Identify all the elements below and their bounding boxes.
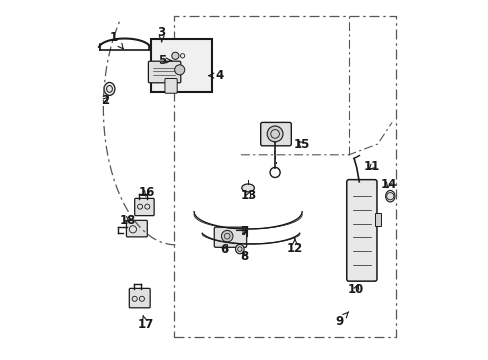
Text: 1: 1	[110, 31, 123, 49]
Ellipse shape	[241, 184, 254, 192]
Circle shape	[221, 230, 232, 242]
Text: 2: 2	[101, 94, 109, 107]
Circle shape	[174, 65, 184, 75]
Text: 3: 3	[157, 26, 165, 42]
Ellipse shape	[385, 190, 394, 202]
Circle shape	[171, 52, 179, 59]
Ellipse shape	[151, 41, 166, 54]
FancyBboxPatch shape	[164, 78, 177, 93]
Bar	[374, 213, 381, 225]
Text: 13: 13	[240, 189, 256, 202]
Text: 18: 18	[119, 214, 135, 227]
Text: 14: 14	[380, 178, 396, 191]
Ellipse shape	[104, 82, 115, 95]
Text: 8: 8	[240, 250, 248, 263]
Text: 17: 17	[137, 315, 153, 331]
FancyBboxPatch shape	[214, 227, 246, 247]
Text: 4: 4	[208, 69, 223, 82]
Circle shape	[266, 126, 283, 142]
Text: 10: 10	[347, 283, 364, 296]
FancyBboxPatch shape	[134, 198, 154, 216]
FancyBboxPatch shape	[346, 180, 376, 281]
Text: 6: 6	[220, 243, 228, 256]
Bar	[151, 39, 212, 92]
Text: 12: 12	[286, 239, 303, 255]
Text: 11: 11	[364, 160, 380, 173]
Text: 15: 15	[293, 138, 310, 151]
FancyBboxPatch shape	[148, 61, 181, 83]
FancyBboxPatch shape	[126, 220, 147, 237]
Text: 16: 16	[138, 186, 154, 199]
Text: 7: 7	[240, 225, 248, 238]
FancyBboxPatch shape	[129, 288, 150, 308]
FancyBboxPatch shape	[260, 122, 291, 146]
Text: 5: 5	[157, 54, 171, 67]
Text: 9: 9	[335, 312, 348, 328]
Ellipse shape	[235, 244, 244, 254]
